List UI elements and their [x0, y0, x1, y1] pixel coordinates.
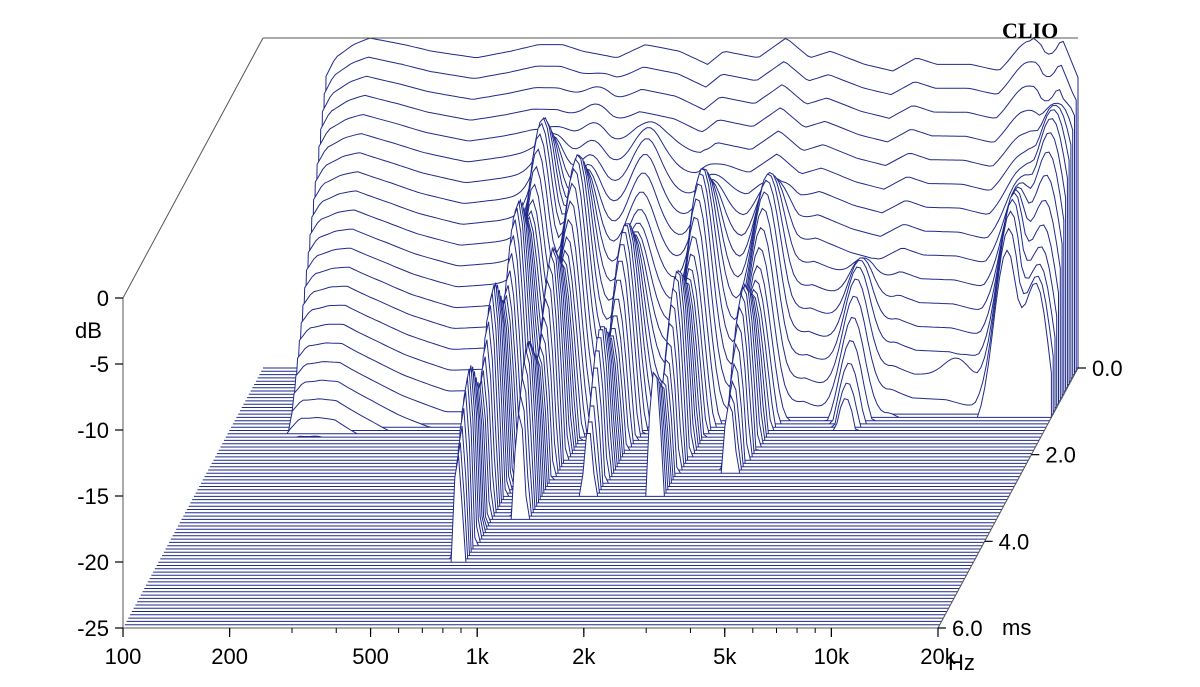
waterfall-slice [190, 305, 1006, 504]
y-tick-label: -25 [77, 616, 109, 641]
waterfall-slice [201, 295, 1016, 484]
x-axis-unit: Hz [948, 650, 975, 675]
waterfall-slice [231, 209, 1047, 428]
frame-line [122, 37, 264, 299]
waterfall-slice [215, 219, 1031, 458]
waterfall-slice [224, 207, 1039, 441]
waterfall-slice [160, 442, 976, 560]
x-tick-label: 200 [211, 644, 248, 669]
x-tick-label: 10k [814, 644, 850, 669]
x-tick-label: 100 [105, 644, 142, 669]
y-axis-ticks: 0 -5 -10 -15 -20 -25 [77, 286, 123, 641]
chart-frame [122, 37, 1079, 629]
waterfall-slice [208, 285, 1024, 471]
waterfall-slice [193, 284, 1009, 497]
waterfall-slice [170, 365, 986, 540]
z-tick-label: 6.0 [952, 616, 983, 641]
waterfall-slice [185, 356, 1000, 514]
z-axis-unit: ms [1002, 615, 1031, 640]
waterfall-slice [197, 284, 1013, 491]
waterfall-slice [232, 198, 1048, 425]
x-tick-label: 1k [466, 644, 490, 669]
waterfall-slice [176, 377, 992, 530]
waterfall-slice [179, 383, 995, 524]
waterfall-slice [216, 207, 1032, 455]
waterfall-slice [202, 299, 1018, 481]
waterfall-slice [169, 368, 985, 543]
x-axis-ticks: 100 200 500 1k 2k 5k 10k 20k [105, 628, 957, 669]
z-tick-label: 4.0 [999, 529, 1030, 554]
waterfall-slice [204, 300, 1020, 478]
z-tick-label: 2.0 [1045, 443, 1076, 468]
waterfall-slice [222, 201, 1038, 445]
waterfall-slice [220, 198, 1036, 448]
y-tick-label: 0 [97, 286, 109, 311]
y-tick-label: -15 [77, 484, 109, 509]
waterfall-slice [195, 282, 1011, 494]
waterfall-slice [211, 253, 1027, 464]
z-tick-label: 0.0 [1092, 356, 1123, 381]
waterfall-slice [199, 289, 1015, 487]
y-tick-label: -5 [89, 352, 109, 377]
waterfall-slice [218, 199, 1034, 451]
waterfall-slice [165, 391, 981, 550]
x-tick-label: 2k [572, 644, 596, 669]
waterfall-slice [163, 408, 979, 553]
waterfall-slice [192, 292, 1008, 501]
frame-line [937, 367, 1079, 629]
x-tick-label: 5k [713, 644, 737, 669]
waterfall-slice [206, 295, 1022, 474]
waterfall-slice [225, 212, 1041, 438]
z-axis-ticks: 0.0 2.0 4.0 6.0 [938, 356, 1123, 641]
x-tick-label: 20k [920, 644, 956, 669]
waterfall-slice [172, 366, 988, 537]
waterfall-slice [234, 182, 1050, 422]
y-axis-unit: dB [75, 318, 102, 343]
waterfall-slice [177, 381, 993, 527]
waterfall-slice [183, 370, 999, 517]
waterfall-slice [162, 425, 977, 557]
waterfall-slice [158, 455, 974, 563]
waterfall-slice [181, 379, 997, 520]
waterfall-slice [188, 321, 1004, 507]
waterfall-slices [123, 37, 1079, 629]
x-tick-label: 500 [352, 644, 389, 669]
waterfall-slice [209, 270, 1025, 468]
waterfall-slice [167, 377, 983, 547]
waterfall-slice [174, 371, 990, 534]
y-tick-label: -20 [77, 550, 109, 575]
brand-label: CLIO [1002, 18, 1058, 43]
y-tick-label: -10 [77, 418, 109, 443]
waterfall-slice [186, 339, 1002, 510]
waterfall-slice [213, 235, 1029, 461]
